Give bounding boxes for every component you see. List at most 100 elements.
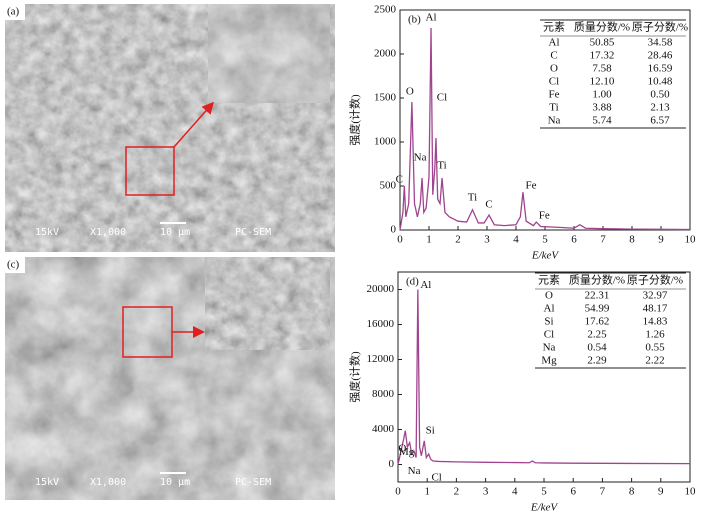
y-axis-label: 强度(计数) (348, 351, 362, 403)
table-cell: 32.97 (643, 290, 668, 302)
peak-label: Si (426, 424, 435, 436)
sem-image-a (5, 2, 335, 252)
table-cell: 3.88 (592, 102, 612, 114)
x-axis-label: E/keV (531, 250, 560, 262)
sem-info: 15kV (35, 227, 59, 238)
y-tick-label: 2000 (374, 48, 397, 60)
table-cell: 5.74 (592, 115, 612, 127)
table-cell: 48.17 (643, 303, 668, 315)
table-cell: Si (544, 316, 553, 328)
x-tick-label: 6 (571, 234, 577, 246)
table-cell: Cl (549, 76, 559, 88)
x-tick-label: 4 (512, 486, 518, 498)
x-axis-label: E/keV (530, 502, 559, 514)
peak-label: Ti (468, 191, 477, 203)
sem-info: PC-SEM (235, 227, 271, 238)
table-cell: 2.25 (587, 329, 607, 341)
table-cell: Al (544, 303, 555, 315)
table-cell: 50.85 (590, 37, 615, 49)
table-cell: 2.29 (587, 355, 607, 367)
x-tick-label: 3 (484, 234, 490, 246)
x-tick-label: 6 (570, 486, 576, 498)
table-cell: 1.26 (645, 329, 665, 341)
table-cell: 16.59 (648, 63, 673, 75)
peak-label: O (398, 442, 406, 454)
peak-label: Fe (539, 210, 550, 222)
table-header: 质量分数/% (574, 21, 630, 34)
table-cell: 28.46 (648, 50, 673, 62)
table-cell: 22.31 (585, 290, 610, 302)
x-tick-label: 7 (600, 234, 606, 246)
y-tick-label: 0 (389, 458, 395, 470)
table-cell: Cl (544, 329, 554, 341)
x-tick-label: 8 (629, 486, 635, 498)
sem-info: PC-SEM (235, 477, 271, 488)
table-cell: 12.10 (590, 76, 615, 88)
table-cell: 54.99 (585, 303, 610, 315)
x-tick-label: 4 (513, 234, 519, 246)
spectrum-line (399, 28, 691, 231)
table-cell: 34.58 (648, 37, 673, 49)
sem-info: 10 μm (160, 227, 190, 238)
y-tick-label: 1000 (374, 136, 397, 148)
x-tick-label: 10 (685, 486, 697, 498)
table-cell: O (550, 63, 558, 75)
peak-label: Fe (525, 180, 536, 192)
table-cell: Fe (549, 89, 560, 101)
table-header: 原子分数/% (632, 21, 688, 34)
sem-image-c (5, 255, 335, 500)
panel-label: (d) (406, 276, 419, 288)
x-tick-label: 1 (424, 486, 430, 498)
x-tick-label: 1 (426, 234, 432, 246)
y-tick-label: 2500 (374, 4, 397, 16)
peak-label: Mg (399, 446, 415, 458)
table-cell: 10.48 (648, 76, 673, 88)
peak-label: Al (420, 279, 431, 291)
x-tick-label: 7 (600, 486, 606, 498)
peak-label: C (485, 199, 492, 211)
x-tick-label: 5 (542, 234, 548, 246)
x-tick-label: 3 (483, 486, 489, 498)
sem-info: 15kV (35, 477, 59, 488)
peak-label: C (396, 174, 403, 186)
y-tick-label: 1500 (374, 92, 397, 104)
table-header: 质量分数/% (569, 274, 625, 287)
table-cell: Na (543, 342, 556, 354)
panel-label: (c) (7, 259, 20, 271)
sem-info: 10 μm (160, 477, 190, 488)
table-cell: Na (548, 115, 561, 127)
y-axis-label: 强度(计数) (348, 94, 362, 146)
x-tick-label: 9 (658, 486, 664, 498)
table-cell: 0.54 (587, 342, 607, 354)
y-tick-label: 500 (380, 180, 397, 192)
x-tick-label: 0 (397, 234, 403, 246)
table-cell: 0.50 (650, 89, 670, 101)
peak-label: Cl (431, 472, 441, 484)
table-cell: 7.58 (592, 63, 612, 75)
y-tick-label: 8000 (372, 388, 395, 400)
x-tick-label: 2 (454, 486, 460, 498)
y-tick-label: 20000 (367, 283, 395, 295)
table-cell: 17.32 (590, 50, 615, 62)
x-tick-label: 5 (541, 486, 547, 498)
peak-label: Ti (437, 160, 446, 172)
table-cell: O (545, 290, 553, 302)
table-header: 元素 (538, 274, 560, 287)
panel-label: (a) (7, 6, 20, 18)
x-tick-label: 10 (685, 234, 697, 246)
panel-label: (b) (408, 14, 421, 26)
table-cell: C (550, 50, 557, 62)
peak-label: Na (414, 152, 427, 164)
panel-label-bg (5, 4, 25, 20)
table-cell: 17.62 (585, 316, 610, 328)
table-cell: 1.00 (592, 89, 612, 101)
table-cell: Ti (549, 102, 558, 114)
peak-label: Na (408, 465, 421, 477)
x-tick-label: 9 (658, 234, 664, 246)
peak-label: Al (426, 12, 437, 24)
table-cell: 2.13 (650, 102, 670, 114)
sem-info: X1,000 (90, 477, 126, 488)
x-tick-label: 2 (455, 234, 461, 246)
table-header: 元素 (543, 21, 565, 34)
